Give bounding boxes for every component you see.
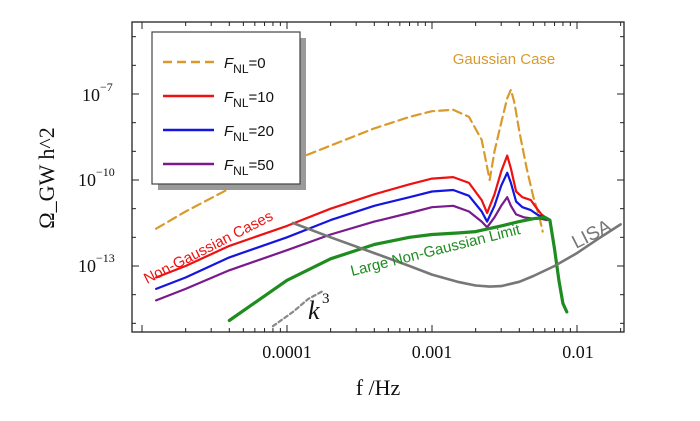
series-line-f-nl-50 — [155, 196, 548, 302]
series-line-f-nl-0-gaussian-case- — [155, 88, 544, 233]
legend-label-0: FNL=0 — [224, 55, 266, 76]
plot-frame — [131, 21, 625, 333]
legend-label-2: FNL=20 — [224, 123, 274, 144]
svg-text:k: k — [308, 296, 320, 325]
series-line-lisa — [291, 221, 622, 288]
svg-text:10: 10 — [82, 85, 100, 105]
legend: FNL=0 FNL=10 FNL=20 FNL=50 — [151, 31, 306, 190]
svg-text:10: 10 — [78, 170, 96, 190]
x-axis-title: f /Hz — [356, 375, 401, 400]
y-tick-label-1e-10: 10 −10 — [78, 165, 115, 190]
y-tick-label-1e-13: 10 −13 — [78, 251, 115, 276]
x-tick-label-0.001: 0.001 — [412, 342, 453, 362]
svg-text:−10: −10 — [96, 165, 115, 179]
svg-text:3: 3 — [322, 291, 330, 307]
svg-text:10: 10 — [78, 256, 96, 276]
svg-text:−7: −7 — [100, 80, 113, 94]
annotation-large-non-gaussian-limit: Large Non-Gaussian Limit — [349, 221, 523, 280]
annotation-gaussian-case: Gaussian Case — [453, 51, 556, 68]
annotation-lisa: LISA — [569, 216, 616, 254]
y-axis-title: Ω_GW h^2 — [34, 127, 59, 228]
legend-label-3: FNL=50 — [224, 157, 274, 178]
y-tick-label-1e-7: 10 −7 — [82, 80, 113, 105]
legend-label-1: FNL=10 — [224, 89, 274, 110]
series-line-large-non-gaussian-limit — [227, 215, 569, 323]
x-tick-label-0.01: 0.01 — [562, 342, 594, 362]
series-line-k-3 — [271, 289, 326, 328]
x-tick-label-0.0001: 0.0001 — [262, 342, 312, 362]
svg-text:−13: −13 — [96, 251, 115, 265]
annotation-k3: k 3 — [308, 291, 330, 325]
series-line-f-nl-10 — [155, 154, 548, 279]
